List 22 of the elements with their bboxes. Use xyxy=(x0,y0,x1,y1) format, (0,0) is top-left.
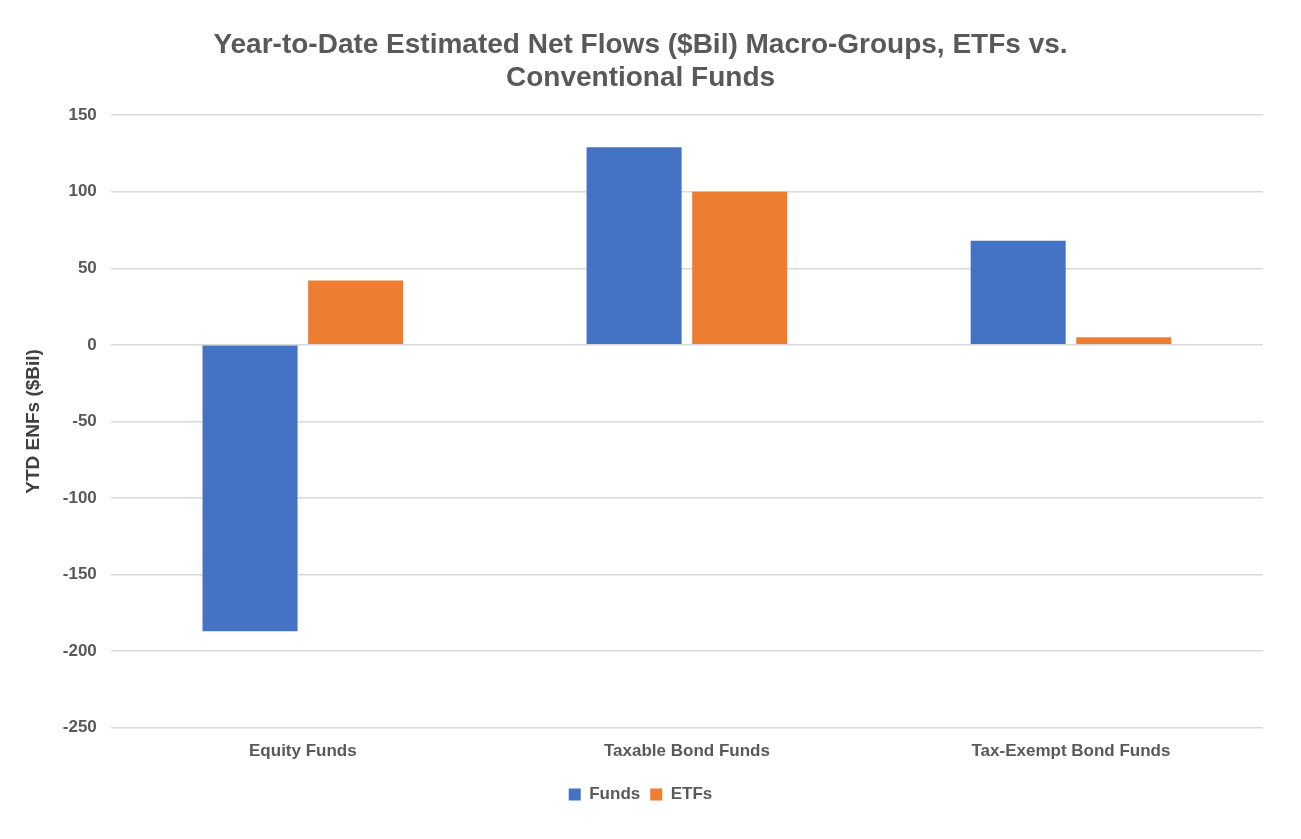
y-tick-label: -50 xyxy=(72,411,97,431)
legend-label: ETFs xyxy=(670,784,713,804)
bar xyxy=(202,345,298,632)
bar xyxy=(308,280,404,345)
y-tick-label: -200 xyxy=(62,640,97,660)
y-tick-label: 0 xyxy=(87,334,97,354)
x-tick-label: Tax-Exempt Bond Funds xyxy=(971,741,1171,761)
y-axis-title: YTD ENFs ($Bil) xyxy=(21,349,43,494)
y-tick-label: 50 xyxy=(77,257,97,277)
y-tick-label: 150 xyxy=(68,104,97,124)
y-tick-label: -100 xyxy=(62,487,97,507)
bar xyxy=(586,147,682,345)
bar xyxy=(692,191,788,345)
y-tick-label: 100 xyxy=(68,181,97,201)
x-tick-label: Equity Funds xyxy=(249,741,357,761)
bar xyxy=(1076,337,1172,345)
bar xyxy=(970,240,1066,345)
x-tick-label: Taxable Bond Funds xyxy=(603,741,770,761)
y-tick-label: -150 xyxy=(62,564,97,584)
chart-title: Year-to-Date Estimated Net Flows ($Bil) Macro-Groups, ETFs vs. Conventional Funds xyxy=(213,27,1068,93)
legend-label: Funds xyxy=(589,784,641,804)
y-tick-label: -250 xyxy=(62,717,97,737)
